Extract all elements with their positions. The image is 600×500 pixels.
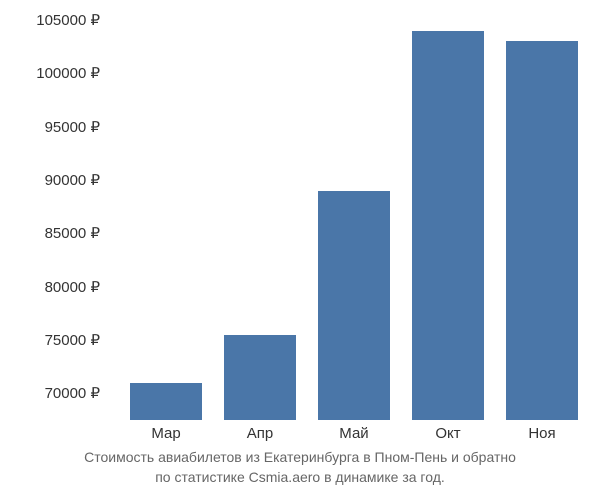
y-tick-label: 70000 ₽ — [45, 384, 100, 402]
bar — [412, 31, 484, 420]
bar — [224, 335, 296, 420]
caption-line2: по статистике Csmia.aero в динамике за г… — [155, 469, 445, 485]
y-tick-label: 85000 ₽ — [45, 224, 100, 242]
x-tick-label: Апр — [247, 425, 273, 442]
y-tick-label: 90000 ₽ — [45, 171, 100, 189]
bar — [506, 41, 578, 420]
x-tick-label: Май — [339, 425, 368, 442]
y-tick-label: 100000 ₽ — [36, 64, 100, 82]
y-tick-label: 75000 ₽ — [45, 331, 100, 349]
y-tick-label: 80000 ₽ — [45, 278, 100, 296]
chart-caption: Стоимость авиабилетов из Екатеринбурга в… — [0, 448, 600, 487]
bar-chart: 70000 ₽ 75000 ₽ 80000 ₽ 85000 ₽ 90000 ₽ 95000… — [0, 0, 600, 500]
caption-line1: Стоимость авиабилетов из Екатеринбурга в… — [84, 449, 516, 465]
y-tick-label: 105000 ₽ — [36, 11, 100, 29]
x-tick-label: Ноя — [528, 425, 555, 442]
bar — [130, 383, 202, 420]
x-tick-label: Мар — [151, 425, 180, 442]
bar — [318, 191, 390, 420]
x-tick-label: Окт — [435, 425, 460, 442]
y-tick-label: 95000 ₽ — [45, 118, 100, 136]
